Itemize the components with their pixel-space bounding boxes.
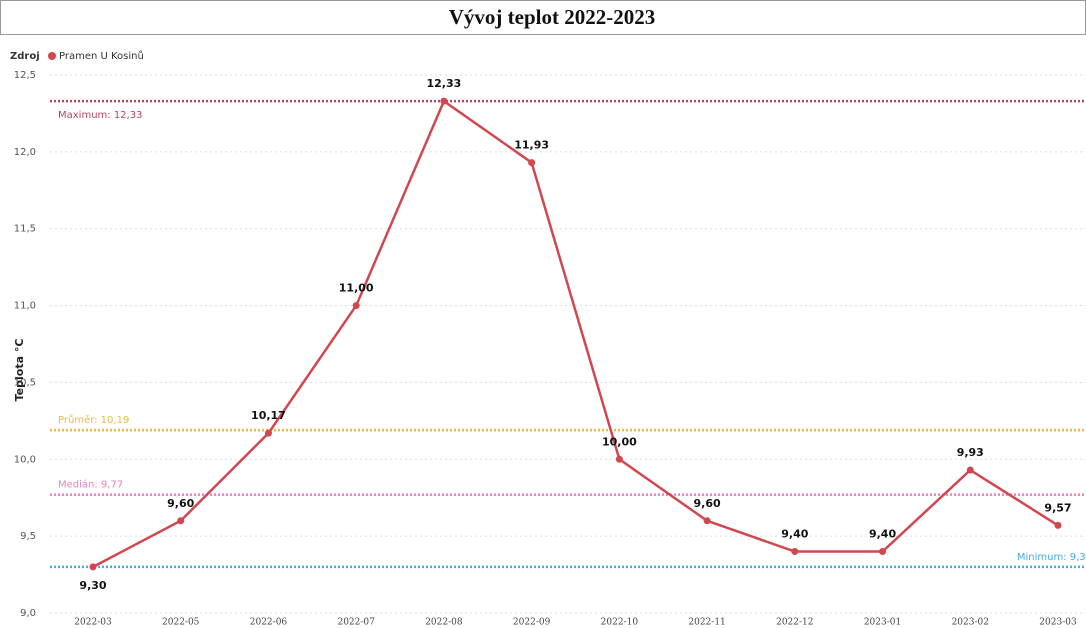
y-axis-label: Teplota °C — [13, 339, 26, 402]
legend-marker — [48, 52, 56, 60]
y-tick-label: 10,0 — [14, 454, 36, 465]
x-tick-label: 2022-05 — [162, 618, 200, 628]
data-point — [615, 455, 623, 463]
data-label: 9,40 — [869, 528, 896, 541]
x-tick-label: 2023-01 — [864, 618, 901, 628]
x-tick-label: 2022-08 — [425, 618, 463, 628]
x-tick-label: 2022-10 — [601, 618, 639, 628]
y-tick-label: 9,0 — [20, 608, 36, 619]
data-point — [879, 548, 887, 556]
reference-label: Medián: 9,77 — [58, 479, 123, 491]
x-tick-label: 2022-09 — [513, 618, 551, 628]
y-tick-label: 10,5 — [14, 377, 36, 388]
legend-label: Pramen U Kosinů — [59, 50, 144, 62]
data-point — [528, 159, 536, 167]
x-tick-label: 2022-12 — [776, 618, 813, 628]
data-point — [352, 302, 360, 310]
data-point — [703, 517, 711, 525]
x-tick-label: 2023-02 — [952, 618, 989, 628]
x-tick-label: 2022-11 — [688, 618, 725, 628]
data-label: 9,93 — [957, 446, 984, 459]
x-tick-label: 2022-03 — [74, 618, 112, 628]
data-point — [177, 517, 185, 525]
y-tick-label: 9,5 — [20, 531, 36, 542]
data-label: 9,60 — [694, 497, 721, 510]
y-tick-label: 11,0 — [14, 301, 36, 312]
y-tick-label: 11,5 — [14, 224, 36, 235]
y-tick-label: 12,5 — [14, 70, 36, 81]
x-tick-label: 2023-03 — [1039, 618, 1077, 628]
data-label: 9,30 — [79, 579, 106, 592]
x-tick-label: 2022-06 — [250, 618, 288, 628]
data-label: 10,17 — [251, 409, 286, 422]
data-point — [966, 466, 974, 474]
reference-label: Minimum: 9,30 — [1017, 552, 1086, 563]
data-point — [89, 563, 97, 571]
data-label: 11,93 — [514, 139, 549, 152]
series-line — [92, 99, 1059, 568]
data-label: 10,00 — [602, 435, 637, 448]
data-point — [1054, 521, 1062, 529]
data-label: 11,00 — [339, 282, 374, 295]
legend-title: Zdroj — [10, 51, 40, 62]
x-tick-label: 2022-07 — [337, 618, 375, 628]
data-point — [791, 548, 799, 556]
y-tick-label: 12,0 — [14, 147, 36, 158]
reference-label: Maximum: 12,33 — [58, 110, 142, 121]
data-label: 9,60 — [167, 497, 194, 510]
data-point — [264, 429, 272, 437]
data-label: 9,57 — [1044, 501, 1071, 514]
data-label: 9,40 — [781, 528, 808, 541]
reference-label: Průměr: 10,19 — [58, 414, 129, 426]
chart-title: Vývoj teplot 2022-2023 — [449, 5, 655, 29]
data-label: 12,33 — [427, 77, 462, 90]
data-point — [440, 97, 448, 105]
